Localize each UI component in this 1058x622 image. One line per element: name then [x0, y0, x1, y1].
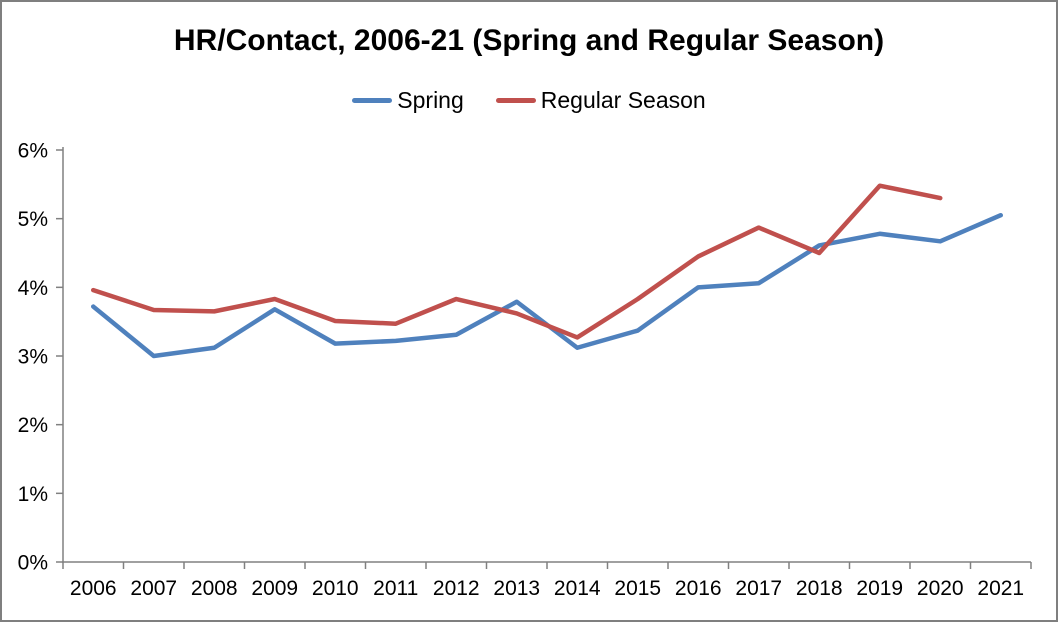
regular-season-line — [91, 183, 943, 340]
y-axis-tick-label: 2% — [18, 414, 48, 437]
x-axis-tick-label: 2007 — [130, 577, 177, 600]
x-axis-tick-label: 2014 — [554, 577, 601, 600]
x-axis-tick-label: 2006 — [70, 577, 117, 600]
legend: Spring Regular Season — [2, 87, 1056, 114]
x-axis-tick-label: 2011 — [373, 577, 418, 600]
x-axis-tick-label: 2018 — [796, 577, 843, 600]
chart-title: HR/Contact, 2006-21 (Spring and Regular … — [173, 24, 885, 57]
x-axis-tick-label: 2008 — [191, 577, 238, 600]
x-axis-tick-label: 2016 — [675, 577, 722, 600]
y-axis-tick-label: 1% — [18, 483, 48, 506]
regular-season-line-marker-icon — [495, 98, 536, 103]
x-axis-tick-label: 2013 — [493, 577, 540, 600]
spring-line — [91, 212, 1003, 359]
legend-item-regular-season: Regular Season — [495, 87, 706, 114]
spring-line-marker-icon — [352, 98, 393, 103]
legend-label-spring: Spring — [397, 87, 464, 113]
y-axis-tick-label: 3% — [18, 346, 48, 369]
x-axis-tick-label: 2019 — [856, 577, 903, 600]
x-axis-tick-label: 2021 — [977, 577, 1024, 600]
y-axis-tick-label: 6% — [18, 140, 48, 163]
legend-item-spring: Spring — [352, 87, 464, 114]
y-axis-tick-label: 4% — [18, 277, 48, 300]
x-axis-tick-label: 2010 — [312, 577, 359, 600]
legend-label-regular-season: Regular Season — [540, 87, 706, 113]
x-axis-tick-label: 2015 — [614, 577, 661, 600]
x-axis-tick-label: 2020 — [917, 577, 964, 600]
x-axis-tick-label: 2009 — [251, 577, 298, 600]
x-axis-tick-label: 2012 — [433, 577, 480, 600]
y-axis-tick-label: 5% — [18, 208, 48, 231]
x-axis-tick-label: 2017 — [735, 577, 782, 600]
y-axis-tick-label: 0% — [18, 552, 48, 575]
